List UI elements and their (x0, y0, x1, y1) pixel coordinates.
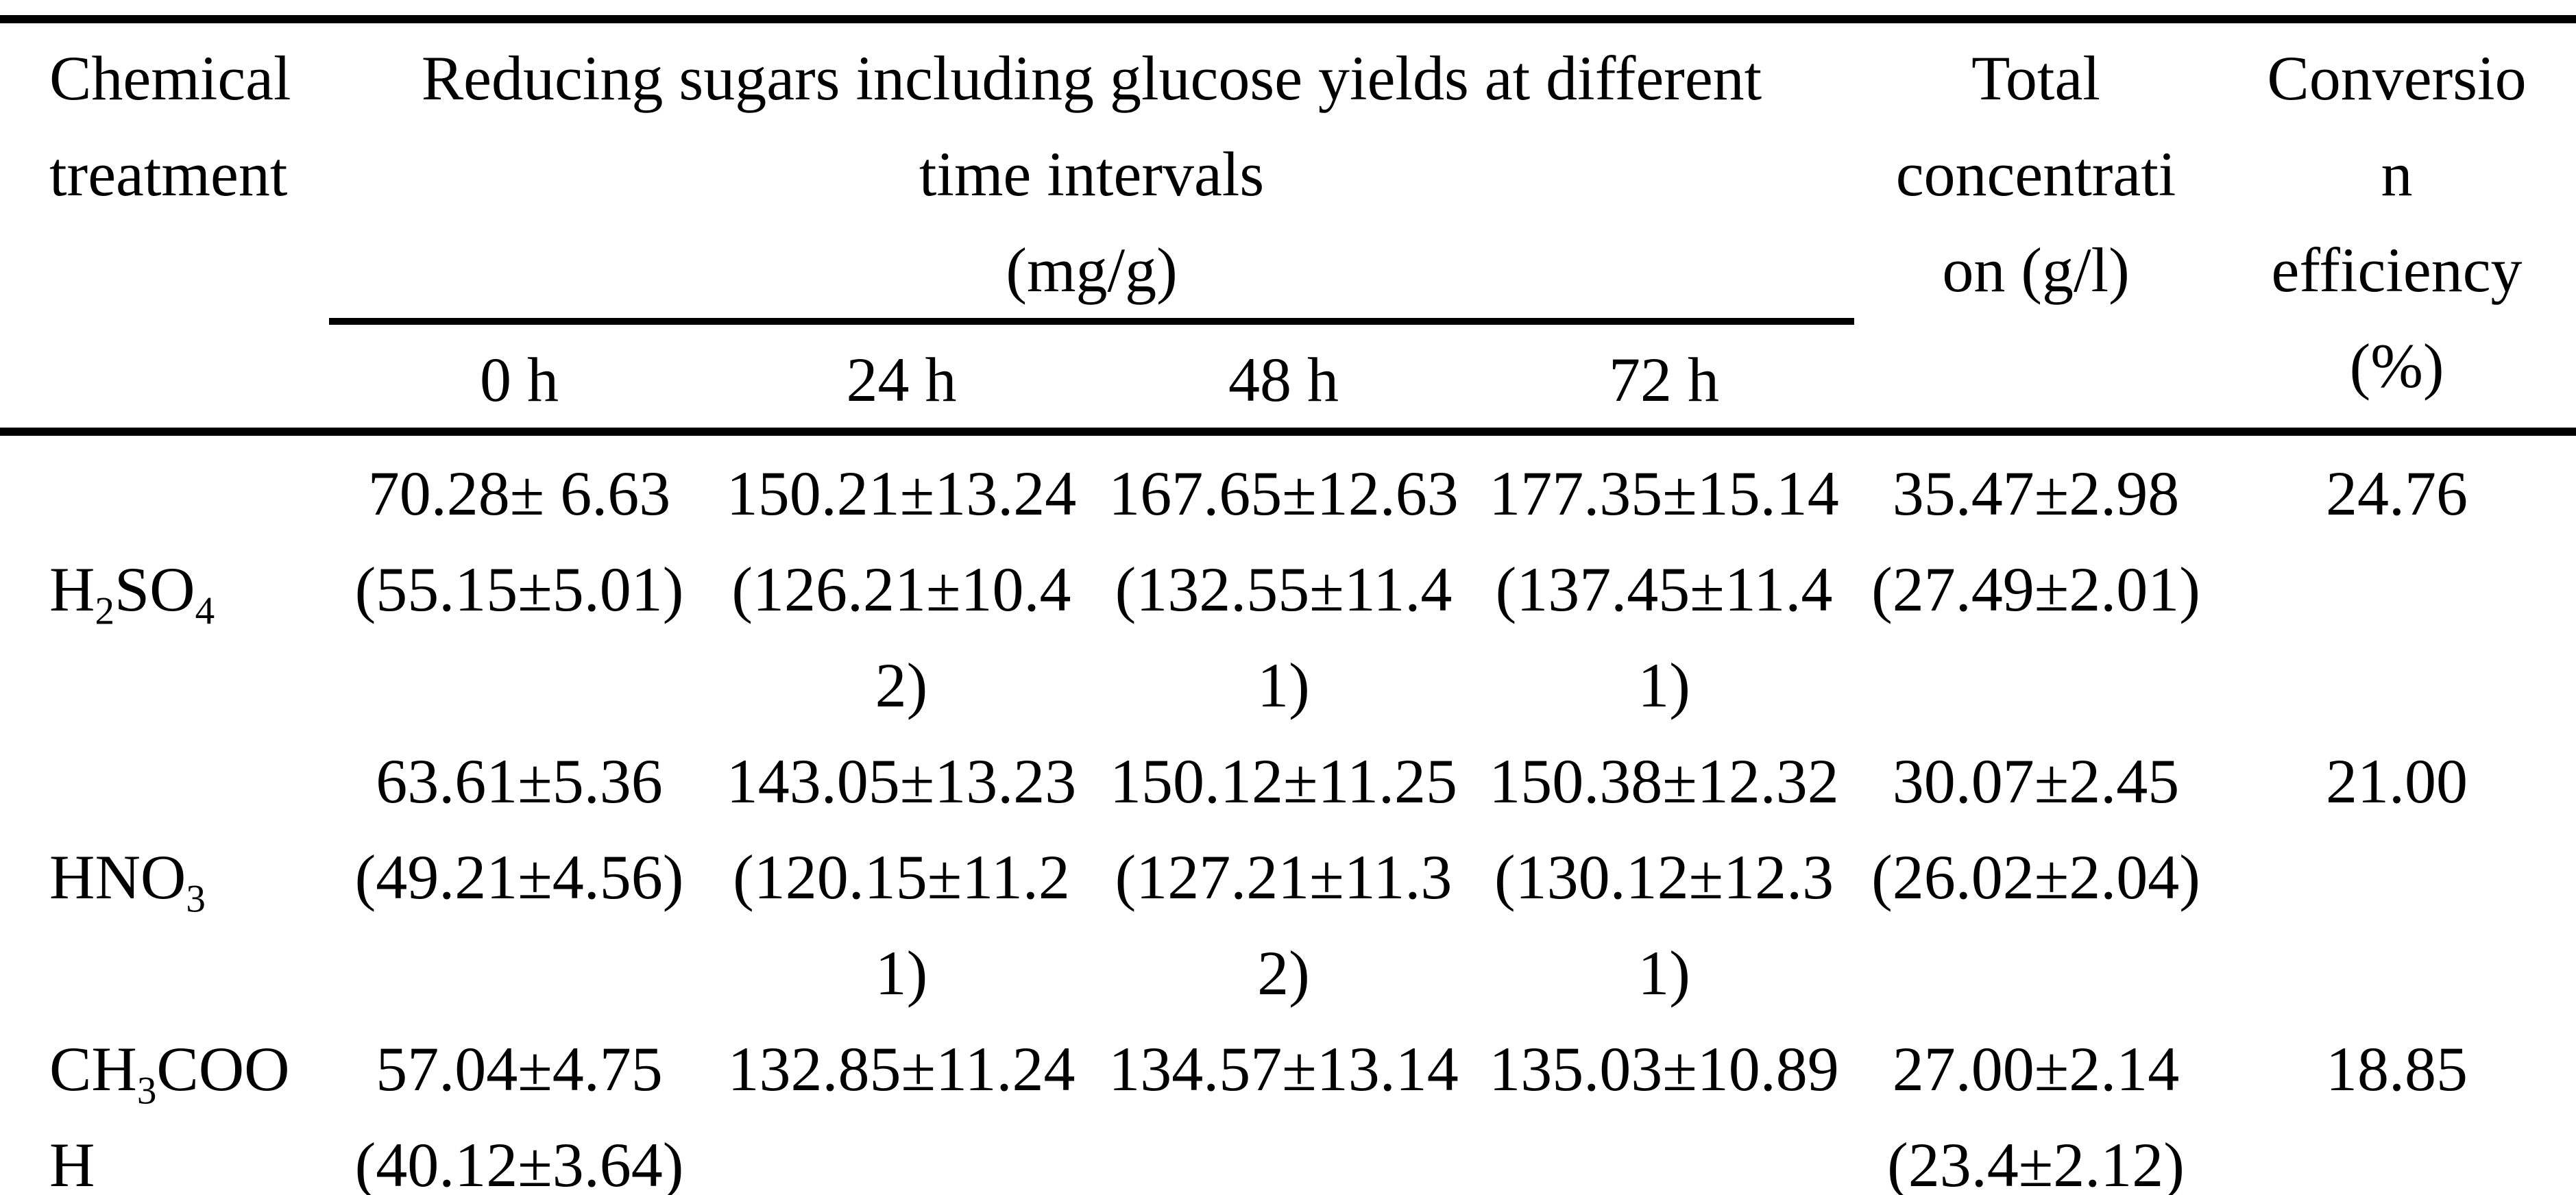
table-body: H2SO4 70.28± 6.63 (55.15±5.01) 150.21±13… (0, 432, 2576, 1195)
header-line: time intervals (919, 139, 1265, 209)
treatment-label: CH3COO (49, 1034, 290, 1113)
table-cell-line: 143.05±13.23 (726, 746, 1077, 816)
table-cell-line: 18.85 (2326, 1034, 2468, 1104)
cell-r3-conversion: 18.85 (2217, 1021, 2576, 1195)
table-cell-line: 167.65±12.63 (1108, 458, 1459, 528)
table-cell-line: (132.55±11.4 (1115, 554, 1453, 624)
table-cell-line: 2) (875, 650, 928, 720)
table-cell-line: (23.4±2.12) (1887, 1130, 2185, 1195)
table-cell-line: 135.03±10.89 (1489, 1034, 1839, 1104)
cell-r3-0h: 57.04±4.75 (40.12±3.64) (329, 1021, 709, 1195)
header-line: (%) (2349, 331, 2444, 401)
treatment-label: HNO3 (49, 842, 206, 921)
header-chemical-treatment: Chemical treatment (0, 19, 329, 432)
cell-treatment-h2so4: H2SO4 (0, 432, 329, 733)
cell-r2-0h: 63.61±5.36 (49.21±4.56) (329, 733, 709, 1021)
header-line: (mg/g) (1006, 235, 1178, 305)
table-cell-line: (137.45±11.4 (1495, 554, 1833, 624)
table-cell-line: (127.21±11.3 (1115, 842, 1453, 912)
header-line: 0 h (480, 345, 559, 415)
table-cell-line: (130.12±12.3 (1494, 842, 1834, 912)
table-cell-line: 150.21±13.24 (726, 458, 1077, 528)
table-cell-line: 27.00±2.14 (1892, 1034, 2180, 1104)
cell-r1-total: 35.47±2.98 (27.49±2.01) (1854, 432, 2217, 733)
table-cell-line: 30.07±2.45 (1892, 746, 2180, 816)
cell-r3-48h: 134.57±13.14 (1093, 1021, 1474, 1195)
cell-r2-total: 30.07±2.45 (26.02±2.04) (1854, 733, 2217, 1021)
cell-r3-72h: 135.03±10.89 (1474, 1021, 1854, 1195)
header-line: 72 h (1609, 345, 1720, 415)
cell-r3-total: 27.00±2.14 (23.4±2.12) (1854, 1021, 2217, 1195)
table-row-hno3: HNO3 63.61±5.36 (49.21±4.56) 143.05±13.2… (0, 733, 2576, 1021)
table-cell-line: 21.00 (2326, 746, 2468, 816)
header-time-24h: 24 h (709, 321, 1093, 432)
table-cell-line: (27.49±2.01) (1871, 554, 2200, 624)
cell-r1-24h: 150.21±13.24 (126.21±10.4 2) (709, 432, 1093, 733)
header-conversion-efficiency: Conversio n efficiency (%) (2217, 19, 2576, 432)
header-reducing-sugars-group: Reducing sugars including glucose yields… (329, 19, 1855, 325)
header-line: n (2381, 139, 2413, 209)
table-cell-line: 2) (1257, 938, 1310, 1008)
header-line: on (g/l) (1942, 235, 2130, 305)
header-time-48h: 48 h (1093, 321, 1474, 432)
table-cell-line: 177.35±15.14 (1489, 458, 1839, 528)
table-cell-line: 132.85±11.24 (727, 1034, 1076, 1104)
table-cell-line: 1) (1638, 650, 1690, 720)
cell-r1-0h: 70.28± 6.63 (55.15±5.01) (329, 432, 709, 733)
cell-r2-24h: 143.05±13.23 (120.15±11.2 1) (709, 733, 1093, 1021)
treatment-label: H (49, 1130, 95, 1195)
table-cell-line: 150.12±11.25 (1109, 746, 1458, 816)
table-cell-line: (49.21±4.56) (354, 842, 684, 912)
header-line: Chemical (49, 43, 291, 113)
header-line: efficiency (2271, 235, 2523, 305)
table-cell-line: (55.15±5.01) (354, 554, 684, 624)
cell-treatment-hno3: HNO3 (0, 733, 329, 1021)
cell-treatment-ch3cooh: CH3COO H (0, 1021, 329, 1195)
treatment-label: H2SO4 (49, 554, 215, 633)
header-line: concentrati (1895, 139, 2176, 209)
table-cell-line: 70.28± 6.63 (367, 458, 671, 528)
table-cell-line: 63.61±5.36 (376, 746, 663, 816)
table-row-ch3cooh: CH3COO H 57.04±4.75 (40.12±3.64) 132.85±… (0, 1021, 2576, 1195)
header-time-72h: 72 h (1474, 321, 1854, 432)
table-cell-line: (26.02±2.04) (1871, 842, 2200, 912)
cell-r2-conversion: 21.00 (2217, 733, 2576, 1021)
cell-r2-48h: 150.12±11.25 (127.21±11.3 2) (1093, 733, 1474, 1021)
header-line: 24 h (846, 345, 957, 415)
header-line: treatment (49, 139, 288, 209)
table-row-h2so4: H2SO4 70.28± 6.63 (55.15±5.01) 150.21±13… (0, 432, 2576, 733)
table-cell-line: (120.15±11.2 (733, 842, 1070, 912)
header-time-0h: 0 h (329, 321, 709, 432)
cell-r1-72h: 177.35±15.14 (137.45±11.4 1) (1474, 432, 1854, 733)
header-line: Reducing sugars including glucose yields… (421, 43, 1762, 113)
table-cell-line: 134.57±13.14 (1108, 1034, 1459, 1104)
table-cell-line: 35.47±2.98 (1892, 458, 2180, 528)
header-row-time-intervals: 0 h 24 h 48 h 72 h (0, 321, 2576, 432)
cell-r3-24h: 132.85±11.24 (709, 1021, 1093, 1195)
results-table: Chemical treatment Reducing sugars inclu… (0, 15, 2576, 1195)
cell-r1-conversion: 24.76 (2217, 432, 2576, 733)
table-cell-line: 24.76 (2326, 458, 2468, 528)
table-header: Chemical treatment Reducing sugars inclu… (0, 19, 2576, 432)
header-total-concentration: Total concentrati on (g/l) (1854, 19, 2217, 432)
header-line: Total (1971, 43, 2100, 113)
header-line: Conversio (2267, 43, 2527, 113)
table-cell-line: (126.21±10.4 (731, 554, 1071, 624)
table-cell-line: 1) (1257, 650, 1310, 720)
table-cell-line: (40.12±3.64) (354, 1130, 684, 1195)
header-row-main: Chemical treatment Reducing sugars inclu… (0, 19, 2576, 401)
table-cell-line: 1) (875, 938, 928, 1008)
table-cell-line: 150.38±12.32 (1489, 746, 1839, 816)
table-cell-line: 57.04±4.75 (376, 1034, 663, 1104)
header-line: 48 h (1228, 345, 1339, 415)
table-cell-line: 1) (1638, 938, 1690, 1008)
cell-r1-48h: 167.65±12.63 (132.55±11.4 1) (1093, 432, 1474, 733)
cell-r2-72h: 150.38±12.32 (130.12±12.3 1) (1474, 733, 1854, 1021)
